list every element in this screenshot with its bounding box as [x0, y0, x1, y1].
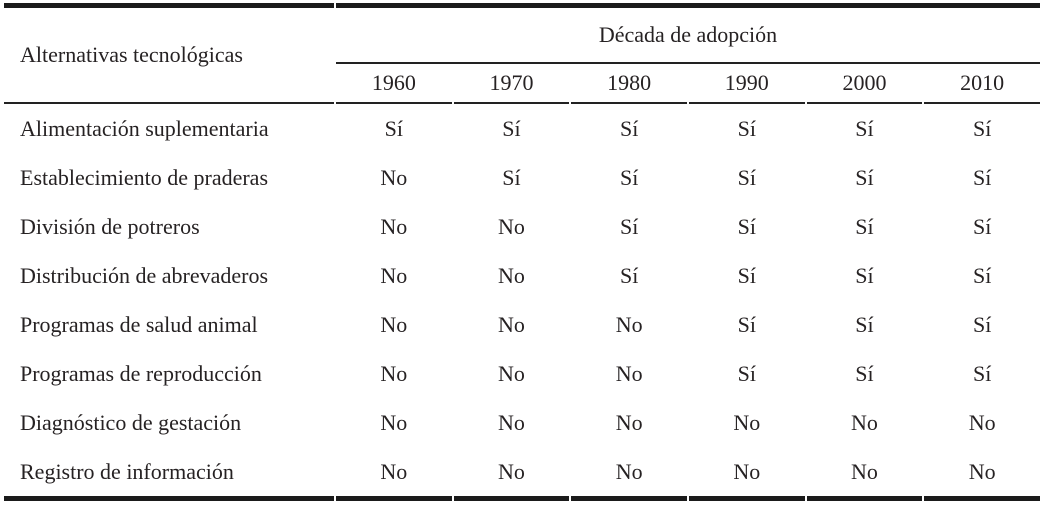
- table-cell: Sí: [972, 360, 992, 386]
- header-row-group: Alternativas tecnológicas Década de adop…: [4, 3, 1040, 104]
- row-label: Programas de salud animal: [20, 311, 258, 337]
- table-cell: Sí: [972, 311, 992, 337]
- table-row-programas-de-salud-animal: Programas de salud animal No No No Sí Sí…: [4, 300, 1040, 349]
- table-cell: No: [453, 447, 570, 501]
- column-header-1970: 1970: [453, 64, 570, 104]
- row-label: Programas de reproducción: [20, 360, 262, 386]
- table-cell: No: [851, 409, 878, 435]
- table-cell: No: [380, 213, 408, 239]
- table-cell: No: [498, 262, 525, 288]
- table-cell: Sí: [972, 115, 992, 141]
- table-cell: Sí: [737, 262, 756, 288]
- table-cell: Sí: [737, 360, 756, 386]
- row-label: Establecimiento de praderas: [20, 164, 269, 190]
- table-cell: Sí: [737, 213, 756, 239]
- column-header-1960: 1960: [336, 64, 452, 104]
- table-cell: Sí: [855, 213, 874, 239]
- table-cell: No: [380, 311, 408, 337]
- table-cell: Sí: [619, 262, 639, 288]
- table-cell: No: [924, 447, 1040, 501]
- table-cell: No: [615, 360, 643, 386]
- table-cell: Sí: [384, 115, 403, 141]
- table-cell: Sí: [619, 115, 639, 141]
- column-header-2000: 2000: [806, 64, 923, 104]
- table-row-registro-de-informacion: Registro de información No No No No No N…: [4, 447, 1040, 501]
- row-label: Alimentación suplementaria: [20, 115, 269, 141]
- table-cell: Sí: [737, 164, 756, 190]
- table-row-programas-de-reproduccion: Programas de reproducción No No No Sí Sí…: [4, 349, 1040, 398]
- table-cell: No: [380, 164, 408, 190]
- table-cell: No: [615, 311, 643, 337]
- table-row-diagnostico-de-gestacion: Diagnóstico de gestación No No No No No …: [4, 398, 1040, 447]
- table-row-establecimiento-de-praderas: Establecimiento de praderas No Sí Sí Sí …: [4, 153, 1040, 202]
- table-cell: No: [615, 409, 643, 435]
- table-row-distribucion-de-abrevaderos: Distribución de abrevaderos No No Sí Sí …: [4, 251, 1040, 300]
- table-cell: No: [498, 360, 525, 386]
- technology-adoption-table: Alternativas tecnológicas Década de adop…: [2, 3, 1042, 501]
- table-row-alimentacion-suplementaria: Alimentación suplementaria Sí Sí Sí Sí S…: [4, 104, 1040, 153]
- table-cell: Sí: [972, 262, 992, 288]
- table-cell: No: [498, 213, 525, 239]
- column-header-alternativas: Alternativas tecnológicas: [4, 3, 334, 104]
- table-cell: Sí: [502, 115, 521, 141]
- table-cell: Sí: [855, 262, 874, 288]
- row-label: Registro de información: [4, 447, 334, 501]
- table-cell: No: [968, 409, 996, 435]
- table-cell: Sí: [855, 115, 874, 141]
- table-cell: Sí: [619, 213, 639, 239]
- column-group-header-decada: Década de adopción: [336, 3, 1040, 64]
- table-cell: Sí: [855, 164, 874, 190]
- table-cell: Sí: [972, 213, 992, 239]
- table-cell: No: [380, 360, 408, 386]
- table-cell: No: [380, 262, 408, 288]
- column-header-1980: 1980: [571, 64, 687, 104]
- row-label: División de potreros: [20, 213, 200, 239]
- table-cell: No: [336, 447, 452, 501]
- table-cell: Sí: [619, 164, 639, 190]
- column-header-1990: 1990: [688, 64, 805, 104]
- table-cell: No: [380, 409, 408, 435]
- table-row-division-de-potreros: División de potreros No No Sí Sí Sí Sí: [4, 202, 1040, 251]
- table-cell: Sí: [502, 164, 521, 190]
- row-label: Distribución de abrevaderos: [20, 262, 269, 288]
- table-cell: Sí: [972, 164, 992, 190]
- row-label: Diagnóstico de gestación: [20, 409, 242, 435]
- table-cell: Sí: [855, 360, 874, 386]
- header-row-years: 1960 1970 1980 1990 2000 2010: [4, 64, 1040, 104]
- table-cell: No: [733, 409, 761, 435]
- table-cell: No: [498, 409, 525, 435]
- table-cell: No: [806, 447, 923, 501]
- table-cell: No: [571, 447, 687, 501]
- table-cell: Sí: [855, 311, 874, 337]
- column-header-2010: 2010: [924, 64, 1040, 104]
- table-cell: Sí: [737, 311, 756, 337]
- table-cell: No: [498, 311, 525, 337]
- table-cell: No: [688, 447, 805, 501]
- table-cell: Sí: [737, 115, 756, 141]
